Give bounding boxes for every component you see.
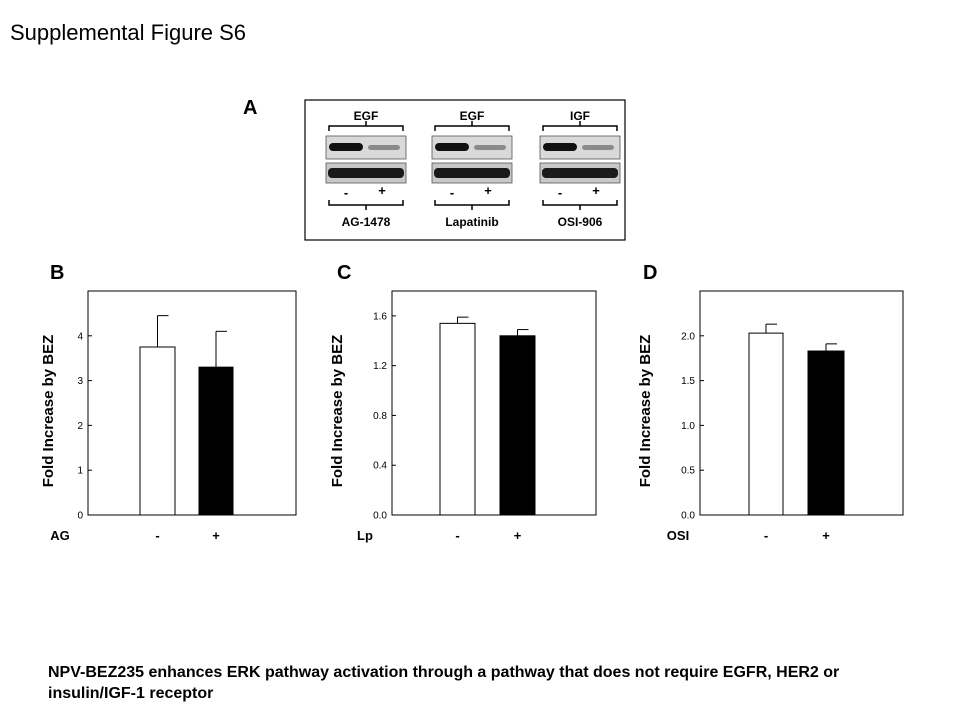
blot-treatment-label: Lapatinib <box>445 215 498 229</box>
blot-band-strong <box>543 143 577 151</box>
blot-band-weak <box>582 145 614 150</box>
y-tick-label: 1.2 <box>373 361 387 372</box>
blot-bottom-bracket <box>434 200 510 210</box>
y-tick-label: 0 <box>77 511 83 522</box>
y-axis-label: Fold Increase by BEZ <box>329 335 346 488</box>
blot-plus-label: + <box>592 183 600 198</box>
blot-band-strong <box>329 143 363 151</box>
y-tick-label: 0.0 <box>373 511 387 522</box>
treatment-label: OSI <box>667 528 689 543</box>
blot-top-bracket <box>328 121 404 131</box>
blot-band-weak <box>368 145 400 150</box>
x-category-label: - <box>455 528 459 543</box>
blot-top-bracket <box>542 121 618 131</box>
y-tick-label: 0.4 <box>373 461 387 472</box>
blot-plus-label: + <box>378 183 386 198</box>
bar-untreated <box>748 332 784 516</box>
bar-treated <box>807 350 845 516</box>
x-category-label: + <box>822 528 830 543</box>
blot-band-strong <box>435 143 469 151</box>
blot-treatment-label: AG-1478 <box>342 215 391 229</box>
blot-band-weak <box>474 145 506 150</box>
y-tick-label: 1.5 <box>681 376 695 387</box>
blot-top-bracket <box>434 121 510 131</box>
y-axis-label: Fold Increase by BEZ <box>40 335 57 488</box>
y-tick-label: 4 <box>77 331 83 342</box>
figure-title: Supplemental Figure S6 <box>10 20 247 45</box>
y-tick-label: 1 <box>77 466 83 477</box>
bar-untreated <box>439 322 476 516</box>
blot-minus-label: - <box>450 185 454 200</box>
blot-band-loading <box>434 168 510 178</box>
plot-frame <box>87 290 297 516</box>
blot-top-label: EGF <box>460 109 485 123</box>
treatment-label: AG <box>50 528 70 543</box>
plot-frame <box>391 290 597 516</box>
y-tick-label: 0.5 <box>681 466 695 477</box>
blot-minus-label: - <box>558 185 562 200</box>
blot-plus-label: + <box>484 183 492 198</box>
y-tick-label: 0.0 <box>681 511 695 522</box>
y-tick-label: 3 <box>77 376 83 387</box>
plot-frame <box>699 290 904 516</box>
panel-c-letter: C <box>337 262 352 284</box>
x-category-label: + <box>212 528 220 543</box>
y-tick-label: 1.0 <box>681 421 695 432</box>
bar-untreated <box>139 346 176 516</box>
blot-bottom-bracket <box>328 200 404 210</box>
panel-d-letter: D <box>643 262 658 284</box>
y-tick-label: 2 <box>77 421 83 432</box>
y-tick-label: 0.8 <box>373 411 387 422</box>
blot-treatment-label: OSI-906 <box>558 215 603 229</box>
figure-caption: NPV-BEZ235 enhances ERK pathway activati… <box>48 664 840 702</box>
blot-band-loading <box>328 168 404 178</box>
blot-strip-upper <box>539 135 621 160</box>
bar-treated <box>499 335 536 516</box>
y-tick-label: 1.6 <box>373 311 387 322</box>
y-tick-label: 2.0 <box>681 331 695 342</box>
blot-band-loading <box>542 168 618 178</box>
panel-b-letter: B <box>50 262 65 284</box>
blot-top-label: EGF <box>354 109 379 123</box>
blot-top-label: IGF <box>570 109 590 123</box>
blot-bottom-bracket <box>542 200 618 210</box>
panel-a-letter: A <box>243 97 258 119</box>
blot-strip-upper <box>325 135 407 160</box>
blot-strip-upper <box>431 135 513 160</box>
y-axis-label: Fold Increase by BEZ <box>637 335 654 488</box>
x-category-label: + <box>514 528 522 543</box>
x-category-label: - <box>155 528 159 543</box>
x-category-label: - <box>764 528 768 543</box>
treatment-label: Lp <box>357 528 373 543</box>
bar-treated <box>198 366 234 516</box>
blot-minus-label: - <box>344 185 348 200</box>
